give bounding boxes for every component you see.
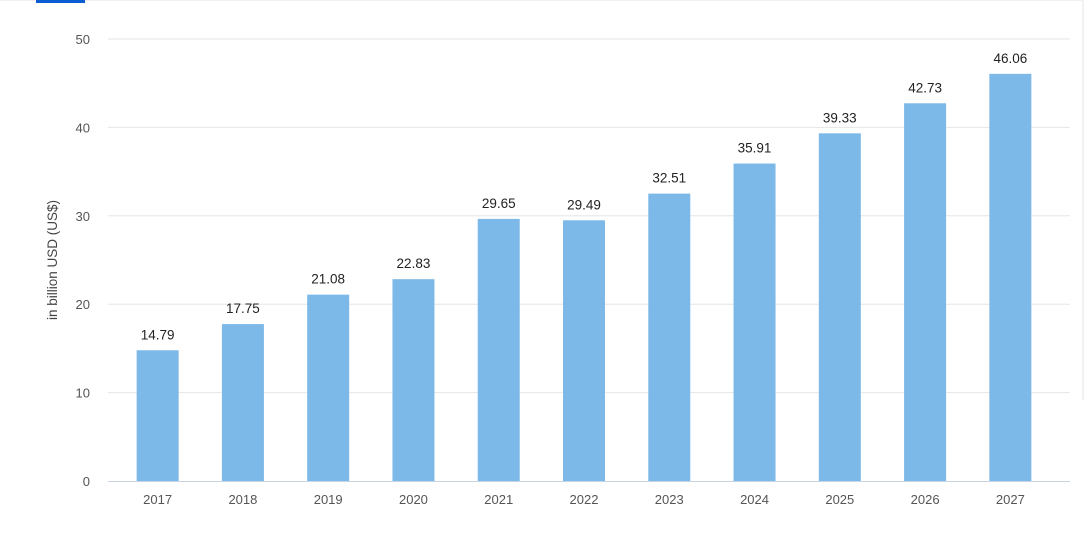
- y-tick-label: 40: [76, 120, 90, 135]
- y-tick-label: 10: [76, 386, 90, 401]
- x-tick-label: 2022: [570, 492, 599, 507]
- bar-2020[interactable]: [392, 279, 435, 481]
- x-tick-label: 2024: [740, 492, 769, 507]
- data-label-2018: 17.75: [226, 301, 260, 316]
- data-label-2023: 32.51: [652, 171, 686, 186]
- bar-2026[interactable]: [904, 103, 947, 482]
- x-tick-label: 2018: [228, 492, 257, 507]
- bar-2018[interactable]: [221, 324, 264, 481]
- data-label-2020: 22.83: [397, 256, 431, 271]
- bar-2023[interactable]: [648, 193, 691, 481]
- y-tick-label: 20: [76, 297, 90, 312]
- bar-2022[interactable]: [563, 220, 605, 481]
- bar-2024[interactable]: [733, 163, 776, 481]
- active-tab-indicator: [36, 0, 85, 3]
- bar-2025[interactable]: [818, 133, 861, 481]
- x-tick-label: 2021: [484, 492, 513, 507]
- data-label-2027: 46.06: [993, 51, 1027, 66]
- x-axis: 2017 2018 2019 2020 2021 2022 2023 2024 2025 2026…: [108, 481, 1070, 507]
- x-tick-label: 2019: [314, 492, 343, 507]
- x-tick-label: 2027: [996, 492, 1025, 507]
- data-label-2017: 14.79: [141, 327, 175, 342]
- y-tick-label: 30: [76, 209, 90, 224]
- data-label-2019: 21.08: [311, 272, 345, 287]
- x-tick-label: 2026: [911, 492, 940, 507]
- x-tick-label: 2017: [143, 492, 172, 507]
- x-tick-label: 2023: [655, 492, 684, 507]
- bar-2017[interactable]: [136, 350, 179, 481]
- top-border: [0, 0, 1084, 1]
- y-axis-title: in billion USD (US$): [45, 200, 60, 320]
- y-tick-label: 0: [83, 474, 90, 489]
- x-tick-label: 2020: [399, 492, 428, 507]
- x-tick-label: 2025: [825, 492, 854, 507]
- bars: [136, 73, 1032, 482]
- data-label-2024: 35.91: [738, 141, 772, 156]
- data-label-2022: 29.49: [567, 197, 601, 212]
- data-label-2025: 39.33: [823, 110, 857, 125]
- value-labels: 14.79 17.75 21.08 22.83 29.65 29.49 32.51 35.91…: [141, 51, 1028, 342]
- data-label-2026: 42.73: [908, 80, 942, 95]
- data-label-2021: 29.65: [482, 196, 516, 211]
- right-scroll-edge: [1082, 0, 1084, 400]
- y-axis: 0 10 20 30 40 50: [76, 32, 90, 489]
- bar-2021[interactable]: [477, 218, 520, 482]
- bar-2027[interactable]: [989, 73, 1032, 482]
- bar-2019[interactable]: [307, 294, 350, 481]
- y-tick-label: 50: [76, 32, 90, 47]
